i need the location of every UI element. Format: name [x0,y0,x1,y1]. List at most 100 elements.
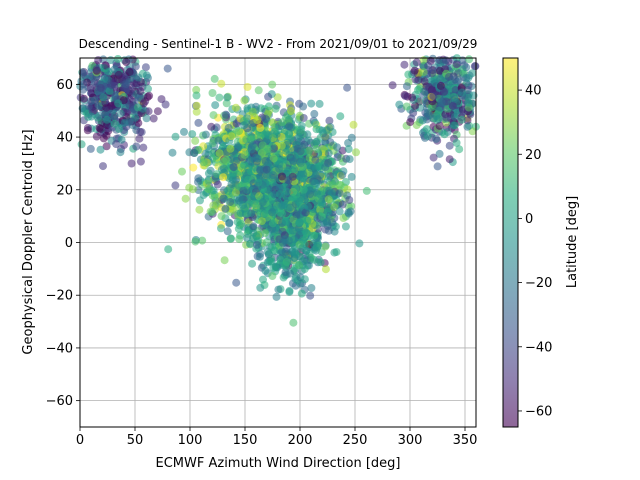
scatter-point [388,81,397,90]
scatter-point [457,115,466,124]
scatter-point [301,208,310,217]
scatter-point [451,86,460,94]
scatter-point [101,109,110,118]
scatter-point [219,194,228,203]
scatter-point [402,82,411,91]
scatter-point [201,130,210,139]
scatter-point [205,184,214,193]
scatter-point [195,205,204,214]
scatter-point [217,224,225,233]
x-tick-label: 50 [127,433,144,448]
scatter-point [434,106,443,115]
scatter-point [278,172,286,181]
scatter-point [295,261,304,270]
scatter-point [433,162,442,171]
scatter-point [232,278,241,287]
scatter-point [94,56,103,65]
scatter-point [432,134,441,143]
y-tick-label: 0 [65,236,73,251]
scatter-point [107,81,116,90]
scatter-point [131,113,140,122]
scatter-point [219,164,228,173]
colorbar-tick-label: −60 [525,404,552,419]
scatter-point [261,115,270,123]
scatter-point [134,73,143,82]
scatter-point [226,234,235,243]
x-tick-label: 150 [233,433,258,448]
x-tick-label: 250 [343,433,368,448]
scatter-point [347,172,356,181]
scatter-point [181,194,190,203]
scatter-point [268,208,277,217]
scatter-point [292,210,301,219]
colorbar-tick-label: 0 [525,212,533,227]
scatter-point [395,100,404,109]
scatter-point [423,132,432,141]
scatter-point [317,198,326,207]
scatter-point [229,163,238,172]
scatter-point [290,253,299,262]
scatter-point [414,76,423,85]
scatter-point [335,189,344,198]
scatter-point [400,60,409,69]
scatter-point [428,69,437,78]
scatter-point [261,229,269,238]
scatter-point [429,92,438,101]
scatter-point [462,79,471,88]
scatter-point [284,176,293,185]
scatter-point [264,131,273,140]
scatter-point [253,240,261,249]
scatter-point [310,109,319,118]
scatter-point [420,77,429,86]
scatter-point [253,154,262,163]
scatter-point [231,188,240,197]
scatter-point [215,149,224,158]
scatter-point [318,212,327,221]
scatter-point [300,265,309,273]
scatter-point [217,212,226,221]
scatter-point [84,102,93,111]
scatter-point [445,141,454,150]
scatter-point [192,101,201,110]
scatter-point [99,162,107,171]
scatter-point [452,138,461,147]
scatter-point [464,98,473,107]
scatter-point [339,214,348,222]
scatter-point [344,209,353,218]
scatter-point [311,179,319,188]
scatter-point [269,145,278,154]
scatter-point [429,153,438,162]
scatter-point [281,261,290,270]
scatter-point [112,140,121,149]
scatter-point [285,286,294,295]
scatter-point [458,88,466,97]
scatter-point [341,222,350,231]
scatter-point [307,99,316,108]
scatter-point [208,89,217,97]
scatter-point [440,87,448,96]
scatter-point [220,256,229,265]
scatter-point [243,83,252,91]
scatter-point [122,58,131,67]
scatter-point [211,101,220,110]
y-tick-label: −40 [46,341,73,356]
scatter-point [408,93,417,102]
scatter-point [95,111,103,120]
scatter-point [104,67,113,76]
scatter-point [256,283,265,292]
scatter-point [344,145,353,154]
scatter-point [349,120,358,129]
scatter-point [135,134,144,143]
scatter-point [102,103,111,112]
scatter-point [224,123,233,132]
scatter-point [113,55,122,63]
scatter-point [102,131,111,140]
scatter-point [83,123,92,132]
scatter-point [226,144,235,153]
scatter-point [269,171,277,180]
y-tick-label: 40 [56,131,73,146]
scatter-point [299,102,308,111]
scatter-point [465,55,474,64]
x-axis-ticks: 0 50 100 150 200 250 300 350 [76,427,477,448]
scatter-point [323,217,332,226]
